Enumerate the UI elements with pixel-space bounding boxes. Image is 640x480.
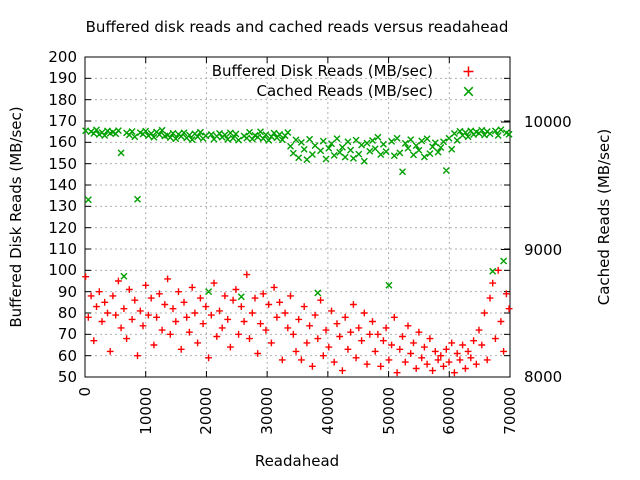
chart-title: Buffered disk reads and cached reads ver…: [85, 18, 509, 36]
x-tick-label: 70000: [501, 387, 519, 435]
y1-tick-label: 150: [48, 154, 77, 173]
series-cached-reads: [82, 126, 513, 301]
y1-tick-label: 60: [57, 346, 77, 365]
legend-entry-cached: Cached Reads (MB/sec): [256, 82, 434, 100]
y1-tick-label: 180: [48, 90, 77, 109]
y1-tick-label: 100: [48, 261, 77, 280]
y1-tick-label: 120: [48, 218, 77, 237]
x-tick-label: 40000: [318, 387, 337, 435]
y1-tick-label: 90: [57, 282, 77, 301]
x-tick-label: 30000: [258, 387, 277, 435]
y1-tick-label: 190: [48, 69, 77, 88]
plus-marker-icon: [463, 66, 474, 77]
grid-lines: [85, 57, 510, 377]
y1-tick-label: 110: [48, 240, 77, 258]
series-buffered-disk-reads: [82, 266, 513, 377]
x-tick-label: 10000: [136, 387, 155, 435]
y2-tick-label: 10000: [524, 113, 572, 132]
y1-tick-label: 140: [48, 176, 77, 194]
y2-tick-label: 9000: [524, 240, 563, 259]
x-axis-title: Readahead: [254, 452, 340, 470]
y1-tick-label: 200: [48, 48, 77, 66]
y1-tick-label: 130: [48, 197, 77, 216]
cross-marker-icon: [463, 86, 474, 97]
y1-tick-label: 80: [57, 304, 77, 322]
x-tick-label: 0: [76, 387, 94, 397]
y1-tick-label: 50: [57, 368, 77, 386]
plot-border: [84, 56, 511, 378]
x-tick-label: 50000: [379, 387, 398, 435]
axis-tick-marks: [84, 56, 511, 378]
y1-tick-label: 70: [57, 325, 77, 344]
x-tick-label: 60000: [440, 387, 459, 435]
y1-tick-label: 170: [48, 112, 77, 130]
legend-entry-buffered: Buffered Disk Reads (MB/sec): [211, 62, 433, 80]
x-tick-label: 20000: [197, 387, 216, 435]
y2-tick-label: 8000: [524, 368, 563, 386]
y1-tick-label: 160: [48, 133, 77, 152]
